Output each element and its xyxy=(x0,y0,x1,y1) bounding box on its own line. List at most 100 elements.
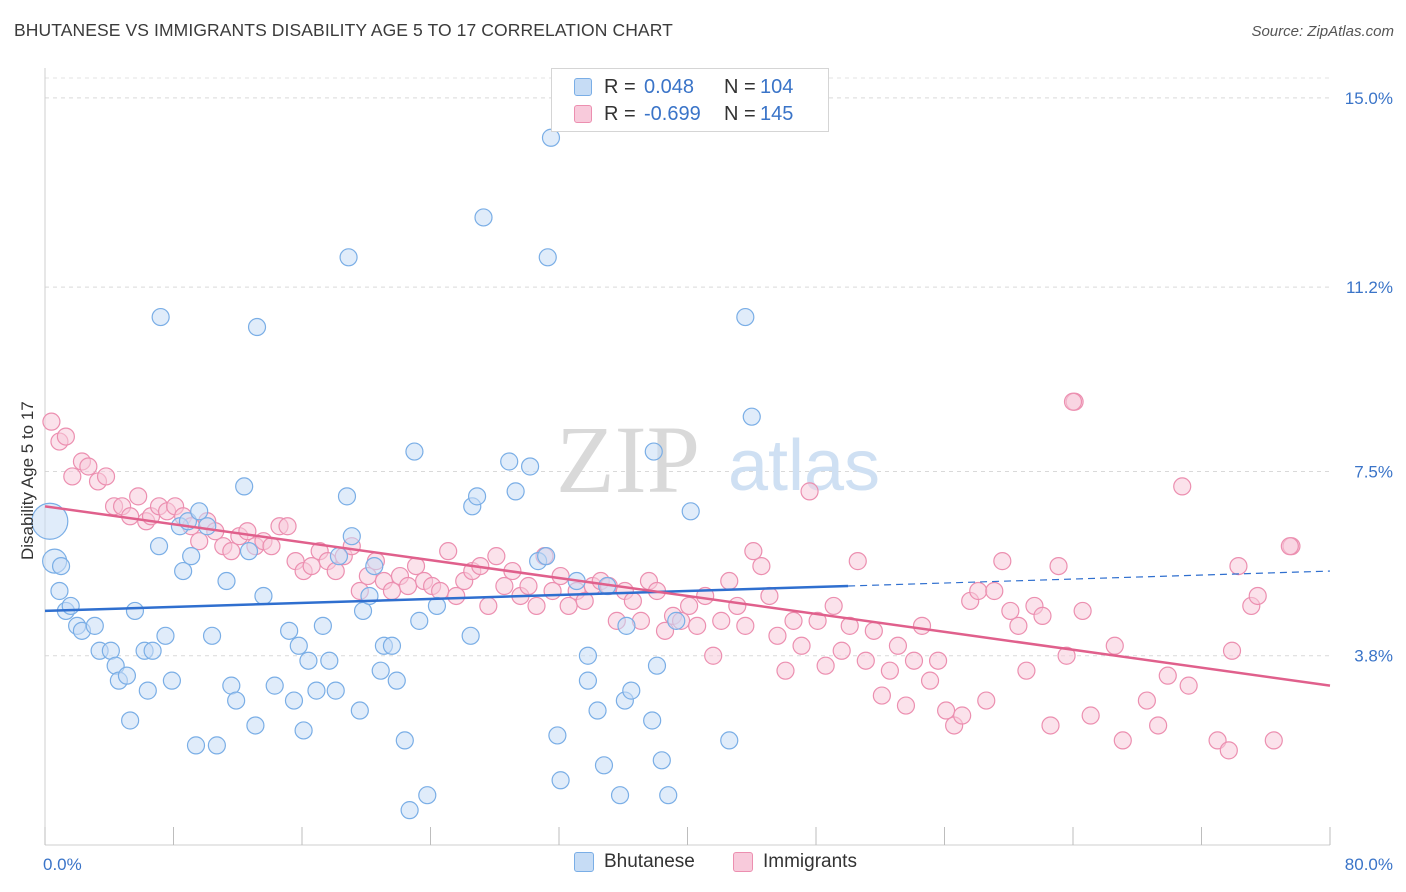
data-point xyxy=(551,771,570,790)
data-point xyxy=(688,616,707,635)
data-point xyxy=(198,517,217,536)
stats-row-bhutanese: R = 0.048 N = 104 xyxy=(574,74,793,100)
data-point xyxy=(538,248,557,267)
data-point xyxy=(736,616,755,635)
data-point xyxy=(461,626,480,645)
data-point xyxy=(667,611,686,630)
data-point xyxy=(265,676,284,695)
data-point xyxy=(447,586,466,606)
stats-r-value: -0.699 xyxy=(644,102,701,125)
data-point xyxy=(623,591,642,611)
data-point xyxy=(278,517,297,536)
data-point xyxy=(1017,661,1036,680)
data-point xyxy=(382,581,402,601)
data-point xyxy=(222,542,241,561)
data-point xyxy=(280,621,299,640)
legend: Bhutanese Immigrants xyxy=(0,851,1406,879)
data-point xyxy=(551,566,570,586)
data-point xyxy=(1009,616,1028,635)
data-point xyxy=(342,527,361,546)
data-point xyxy=(326,561,345,581)
data-point xyxy=(125,601,145,621)
data-point xyxy=(365,556,384,576)
data-point xyxy=(541,128,561,147)
data-point xyxy=(1001,601,1020,621)
grid-lines xyxy=(45,77,1330,657)
data-point xyxy=(174,561,193,581)
data-point xyxy=(519,576,538,596)
data-point xyxy=(190,532,209,551)
data-point xyxy=(254,586,273,606)
data-point xyxy=(1158,666,1177,685)
data-point xyxy=(792,636,811,655)
data-point xyxy=(289,636,308,655)
data-point xyxy=(1222,641,1242,660)
data-point xyxy=(339,248,358,267)
data-point xyxy=(398,576,418,596)
legend-label-bhutanese: Bhutanese xyxy=(604,851,695,872)
data-point xyxy=(647,656,667,675)
stats-n-label: N = xyxy=(724,75,756,98)
data-point xyxy=(543,581,562,601)
data-point xyxy=(299,651,318,670)
stats-n-label: N = xyxy=(724,102,756,125)
data-point xyxy=(768,626,787,645)
data-point xyxy=(405,442,424,461)
data-point xyxy=(537,547,556,566)
data-point xyxy=(953,706,972,725)
data-point xyxy=(752,556,771,576)
watermark: ZIP atlas xyxy=(556,406,880,513)
data-point xyxy=(1057,646,1076,665)
data-point xyxy=(548,726,567,745)
data-point xyxy=(578,671,598,690)
source-label: Source: ZipAtlas.com xyxy=(1251,23,1394,40)
data-point xyxy=(1073,601,1092,621)
data-point xyxy=(643,711,662,730)
trendline-bhutanese-extension xyxy=(848,570,1331,587)
series-immigrants xyxy=(42,392,1301,760)
y-tick-label: 7.5% xyxy=(1354,462,1393,481)
data-point xyxy=(431,581,450,601)
data-point xyxy=(1049,556,1068,576)
data-point xyxy=(506,482,525,501)
data-point xyxy=(186,736,206,755)
stats-r-label: R = xyxy=(604,102,636,125)
data-point xyxy=(1063,392,1083,411)
data-point xyxy=(247,317,267,337)
data-point xyxy=(680,596,699,616)
data-point xyxy=(129,487,148,506)
legend-swatch-immigrants xyxy=(733,852,753,872)
data-point xyxy=(760,586,779,606)
data-point xyxy=(85,616,104,635)
data-point xyxy=(400,801,419,820)
data-point xyxy=(872,686,891,705)
data-point xyxy=(864,621,883,640)
data-point xyxy=(63,467,82,486)
data-point xyxy=(121,711,140,730)
data-point xyxy=(313,616,332,635)
trendline-bhutanese xyxy=(44,584,849,613)
data-point xyxy=(1248,586,1267,606)
data-point xyxy=(575,591,594,611)
data-point xyxy=(832,641,851,660)
data-point xyxy=(162,671,181,690)
data-point xyxy=(31,502,69,540)
data-point xyxy=(487,547,506,566)
stats-swatch-immigrants xyxy=(574,105,592,123)
legend-item-immigrants[interactable]: Immigrants xyxy=(733,851,857,873)
data-point xyxy=(728,596,747,616)
data-point xyxy=(610,786,630,805)
data-point xyxy=(151,307,170,327)
trendline-immigrants xyxy=(44,505,1331,687)
data-point xyxy=(479,596,498,616)
data-point xyxy=(816,656,835,675)
data-point xyxy=(182,547,201,566)
data-point xyxy=(474,208,493,227)
data-point xyxy=(896,696,916,715)
data-point xyxy=(888,636,908,655)
data-point xyxy=(880,661,899,680)
data-point xyxy=(51,556,71,576)
legend-item-bhutanese[interactable]: Bhutanese xyxy=(574,851,695,873)
data-point xyxy=(588,701,607,720)
axes xyxy=(44,68,1331,846)
